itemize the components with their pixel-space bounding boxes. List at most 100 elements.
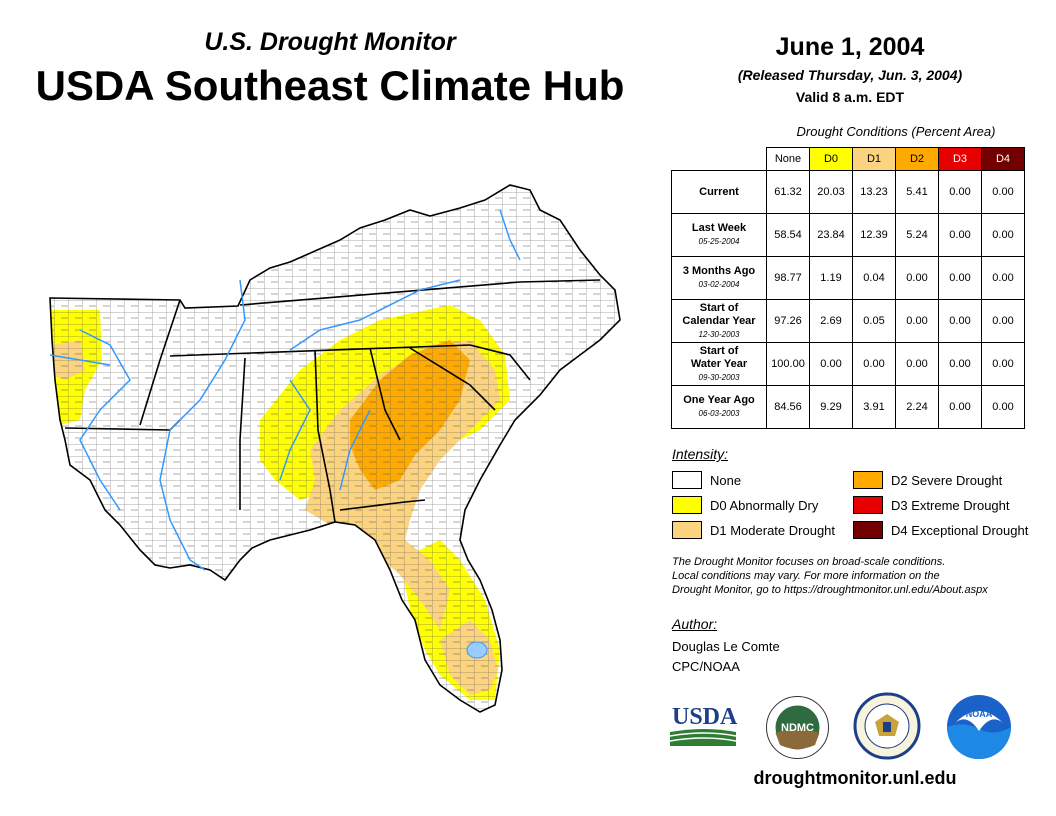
col-header-d2: D2 xyxy=(895,147,939,171)
legend-label: D0 Abnormally Dry xyxy=(710,497,819,513)
author-heading: Author: xyxy=(672,616,718,632)
table-header-row: None D0 D1 D2 D3 D4 xyxy=(672,147,1025,171)
legend-title: Intensity: xyxy=(672,446,729,462)
cell-none: 97.26 xyxy=(766,299,810,343)
note-line: Local conditions may vary. For more info… xyxy=(672,570,940,582)
row-date: 05-25-2004 xyxy=(698,237,740,246)
cell-d0: 2.69 xyxy=(809,299,853,343)
cell-d2: 2.24 xyxy=(895,385,939,429)
row-label: 3 Months Ago 03-02-2004 xyxy=(671,256,767,300)
cell-d1: 0.00 xyxy=(852,342,896,386)
cell-d1: 0.04 xyxy=(852,256,896,300)
row-date: 03-02-2004 xyxy=(698,280,740,289)
row-label: Last Week 05-25-2004 xyxy=(671,213,767,257)
note-line: Drought Monitor, go to https://droughtmo… xyxy=(672,584,988,596)
cell-d3: 0.00 xyxy=(938,385,982,429)
table-caption: Drought Conditions (Percent Area) xyxy=(796,124,996,139)
valid-time: Valid 8 a.m. EDT xyxy=(795,89,905,105)
cell-d4: 0.00 xyxy=(981,256,1025,300)
legend-item-d1: D1 Moderate Drought xyxy=(672,520,835,540)
row-date: 12-30-2003 xyxy=(698,329,740,339)
legend-label: D2 Severe Drought xyxy=(891,472,1003,488)
rivers xyxy=(49,209,521,571)
cell-d1: 3.91 xyxy=(852,385,896,429)
usda-logo: USDA xyxy=(670,704,738,746)
release-date: (Released Thursday, Jun. 3, 2004) xyxy=(737,67,963,83)
website-url[interactable]: droughtmonitor.unl.edu xyxy=(753,768,957,788)
legend-column-right: D2 Severe Drought D3 Extreme Drought D4 … xyxy=(853,470,1028,540)
col-header-d0: D0 xyxy=(809,147,853,171)
map-date: June 1, 2004 xyxy=(775,33,925,61)
header-blank-cell xyxy=(672,148,767,171)
legend-item-d4: D4 Exceptional Drought xyxy=(853,520,1028,540)
cell-d3: 0.00 xyxy=(938,299,982,343)
cell-d0: 9.29 xyxy=(809,385,853,429)
disclaimer-note: The Drought Monitor focuses on broad-sca… xyxy=(672,555,1052,597)
cell-none: 84.56 xyxy=(766,385,810,429)
legend-swatch xyxy=(672,521,702,539)
drought-map xyxy=(49,184,621,713)
cell-d1: 13.23 xyxy=(852,170,896,214)
row-label-text-2: Water Year xyxy=(690,357,748,370)
row-label-text: Current xyxy=(699,185,739,198)
legend-label: None xyxy=(710,472,742,488)
row-label-text: Start of xyxy=(699,301,739,314)
cell-d0: 23.84 xyxy=(809,213,853,257)
cell-none: 58.54 xyxy=(766,213,810,257)
author-name: Douglas Le Comte xyxy=(672,639,780,654)
legend-item-d2: D2 Severe Drought xyxy=(853,470,1028,490)
row-label-text: Last Week xyxy=(691,222,747,234)
col-header-d4: D4 xyxy=(981,147,1025,171)
table-row: Start of Water Year 09-30-2003 100.00 0.00… xyxy=(671,342,1025,386)
author-block: Douglas Le Comte CPC/NOAA xyxy=(672,637,780,677)
legend-swatch xyxy=(853,496,883,514)
legend-label: D3 Extreme Drought xyxy=(891,497,1010,513)
cell-d1: 0.05 xyxy=(852,299,896,343)
legend-label: D1 Moderate Drought xyxy=(710,522,836,538)
cell-d0: 1.19 xyxy=(809,256,853,300)
col-header-d1: D1 xyxy=(852,147,896,171)
legend-swatch xyxy=(853,471,883,489)
cell-d2: 5.24 xyxy=(895,213,939,257)
cell-d0: 0.00 xyxy=(809,342,853,386)
cell-d2: 5.41 xyxy=(895,170,939,214)
legend-label: D4 Exceptional Drought xyxy=(891,522,1029,538)
table-row: One Year Ago 06-03-2003 84.56 9.29 3.91 2… xyxy=(671,385,1025,429)
legend-swatch xyxy=(853,521,883,539)
usda-logo-text: USDA xyxy=(672,704,738,730)
legend-column-left: None D0 Abnormally Dry D1 Moderate Droug… xyxy=(672,470,835,540)
cell-d4: 0.00 xyxy=(981,385,1025,429)
row-label-text: 3 Months Ago xyxy=(682,265,756,277)
legend-item-none: None xyxy=(672,470,835,490)
row-label: Current xyxy=(671,170,767,214)
row-label: One Year Ago 06-03-2003 xyxy=(671,385,767,429)
cell-none: 61.32 xyxy=(766,170,810,214)
row-label: Start of Water Year 09-30-2003 xyxy=(671,342,767,386)
ndmc-logo: NDMC xyxy=(766,696,829,759)
row-date: 09-30-2003 xyxy=(698,372,740,382)
row-label-text: Start of xyxy=(699,344,739,357)
cell-d3: 0.00 xyxy=(938,213,982,257)
row-label-text: One Year Ago xyxy=(683,394,755,406)
table-row: 3 Months Ago 03-02-2004 98.77 1.19 0.04 0… xyxy=(671,256,1025,300)
row-label: Start of Calendar Year 12-30-2003 xyxy=(671,299,767,343)
legend-swatch xyxy=(672,496,702,514)
drought-conditions-table: None D0 D1 D2 D3 D4 Current 61.32 20.03 … xyxy=(671,147,1025,429)
col-header-none: None xyxy=(766,147,810,171)
commerce-seal xyxy=(853,692,921,760)
cell-d0: 20.03 xyxy=(809,170,853,214)
table-row: Start of Calendar Year 12-30-2003 97.26 2.… xyxy=(671,299,1025,343)
note-line: The Drought Monitor focuses on broad-sca… xyxy=(672,556,946,568)
legend-swatch xyxy=(672,471,702,489)
cell-d4: 0.00 xyxy=(981,170,1025,214)
row-label-text-2: Calendar Year xyxy=(682,314,756,327)
page-title: USDA Southeast Climate Hub xyxy=(35,62,625,109)
cell-d3: 0.00 xyxy=(938,170,982,214)
ndmc-logo-text: NDMC xyxy=(781,722,814,734)
cell-d4: 0.00 xyxy=(981,299,1025,343)
cell-d2: 0.00 xyxy=(895,299,939,343)
legend-item-d0: D0 Abnormally Dry xyxy=(672,495,835,515)
product-subtitle: U.S. Drought Monitor xyxy=(204,28,456,56)
row-date: 06-03-2003 xyxy=(698,409,740,418)
legend-item-d3: D3 Extreme Drought xyxy=(853,495,1028,515)
